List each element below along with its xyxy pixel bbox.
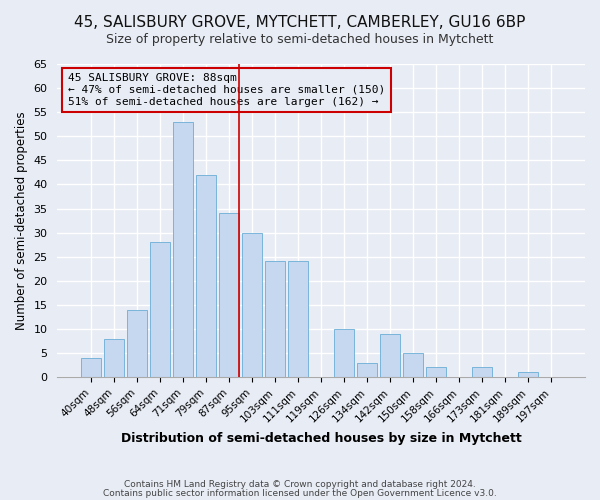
Text: Contains HM Land Registry data © Crown copyright and database right 2024.: Contains HM Land Registry data © Crown c… [124,480,476,489]
Bar [82,358,101,377]
Bar [104,338,124,377]
Text: 45, SALISBURY GROVE, MYTCHETT, CAMBERLEY, GU16 6BP: 45, SALISBURY GROVE, MYTCHETT, CAMBERLEY… [74,15,526,30]
Bar [518,372,538,377]
Bar [242,232,262,377]
Bar [380,334,400,377]
Bar [427,368,446,377]
Text: Size of property relative to semi-detached houses in Mytchett: Size of property relative to semi-detach… [106,32,494,46]
Bar [289,262,308,377]
Bar [358,362,377,377]
Text: 45 SALISBURY GROVE: 88sqm
← 47% of semi-detached houses are smaller (150)
51% of: 45 SALISBURY GROVE: 88sqm ← 47% of semi-… [68,74,385,106]
X-axis label: Distribution of semi-detached houses by size in Mytchett: Distribution of semi-detached houses by … [121,432,521,445]
Bar [196,175,216,377]
Bar [220,214,239,377]
Text: Contains public sector information licensed under the Open Government Licence v3: Contains public sector information licen… [103,488,497,498]
Bar [127,310,147,377]
Bar [173,122,193,377]
Bar [151,242,170,377]
Bar [265,262,285,377]
Bar [334,329,354,377]
Bar [472,368,492,377]
Bar [403,353,423,377]
Y-axis label: Number of semi-detached properties: Number of semi-detached properties [15,111,28,330]
